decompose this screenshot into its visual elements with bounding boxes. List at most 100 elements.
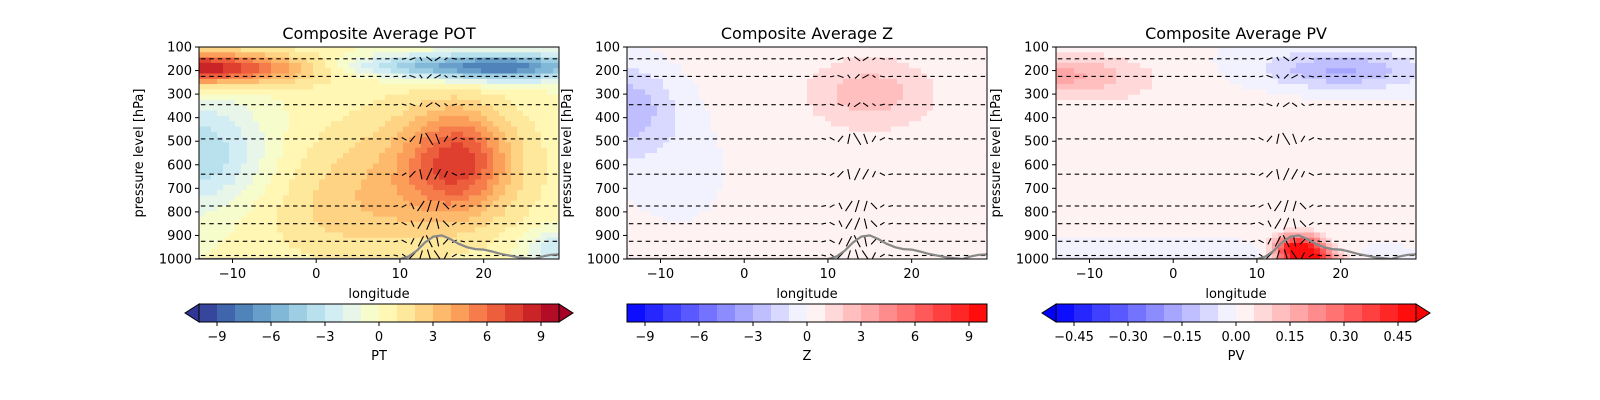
- heatmap-cell: [439, 221, 446, 228]
- heatmap-cell: [729, 100, 736, 106]
- heatmap-cell: [837, 84, 844, 90]
- heatmap-cell: [295, 184, 302, 191]
- heatmap-cell: [391, 206, 398, 212]
- heatmap-cell: [807, 115, 814, 122]
- wind-arrow: [409, 74, 416, 79]
- heatmap-cell: [247, 221, 254, 228]
- heatmap-cell: [879, 126, 886, 133]
- heatmap-cell: [645, 232, 652, 239]
- heatmap-cell: [771, 115, 778, 122]
- heatmap-cell: [897, 52, 904, 59]
- heatmap-cell: [433, 47, 440, 53]
- heatmap-cell: [415, 168, 422, 175]
- heatmap-cell: [789, 190, 796, 196]
- wind-arrow: [393, 240, 399, 243]
- heatmap-cell: [373, 105, 380, 112]
- heatmap-cell: [711, 68, 718, 75]
- heatmap-cell: [511, 110, 518, 117]
- heatmap-cell: [535, 89, 542, 96]
- heatmap-cell: [271, 232, 278, 239]
- heatmap-cell: [457, 84, 464, 90]
- heatmap-cell: [639, 68, 646, 75]
- heatmap-cell: [481, 200, 488, 207]
- heatmap-cell: [885, 232, 892, 239]
- heatmap-cell: [867, 206, 874, 212]
- heatmap-cell: [241, 115, 248, 122]
- heatmap-cell: [505, 100, 512, 106]
- heatmap-cell: [705, 253, 712, 259]
- heatmap-cell: [241, 105, 248, 112]
- heatmap-cell: [391, 232, 398, 239]
- heatmap-cell: [511, 68, 518, 75]
- heatmap-cell: [657, 115, 664, 122]
- heatmap-cell: [529, 184, 536, 191]
- heatmap-cell: [891, 227, 898, 234]
- heatmap-cell: [693, 216, 700, 223]
- heatmap-cell: [199, 248, 206, 255]
- heatmap-cell: [885, 52, 892, 59]
- heatmap-cell: [217, 105, 224, 112]
- heatmap-cell: [837, 158, 844, 165]
- heatmap-cell: [639, 253, 646, 259]
- heatmap-cell: [849, 137, 856, 143]
- heatmap-cell: [475, 84, 482, 90]
- heatmap-cell: [271, 100, 278, 106]
- heatmap-cell: [547, 100, 554, 106]
- heatmap-cell: [765, 243, 772, 249]
- heatmap-cell: [457, 153, 464, 159]
- heatmap-cell: [277, 47, 284, 53]
- heatmap-cell: [675, 47, 682, 53]
- heatmap-cell: [355, 84, 362, 90]
- heatmap-cell: [241, 89, 248, 96]
- heatmap-cell: [873, 137, 880, 143]
- heatmap-cell: [807, 73, 814, 80]
- heatmap-cell: [355, 179, 362, 186]
- heatmap-cell: [493, 153, 500, 159]
- heatmap-cell: [807, 190, 814, 196]
- heatmap-cell: [891, 216, 898, 223]
- heatmap-cell: [343, 248, 350, 255]
- heatmap-cell: [541, 84, 548, 90]
- heatmap-cell: [639, 200, 646, 207]
- heatmap-cell: [229, 195, 236, 202]
- heatmap-cell: [223, 52, 230, 59]
- heatmap-cell: [361, 89, 368, 96]
- wind-arrow: [401, 57, 407, 60]
- heatmap-cell: [439, 137, 446, 143]
- heatmap-cell: [765, 190, 772, 196]
- heatmap-cell: [487, 227, 494, 234]
- heatmap-cell: [777, 62, 784, 69]
- heatmap-cell: [373, 100, 380, 106]
- heatmap-cell: [205, 163, 212, 170]
- heatmap-cell: [397, 248, 404, 255]
- heatmap-cell: [915, 179, 922, 186]
- wind-arrow: [419, 102, 423, 107]
- heatmap-cell: [499, 115, 506, 122]
- heatmap-cell: [361, 147, 368, 154]
- heatmap-cell: [879, 131, 886, 138]
- colorbar-swatch: [433, 304, 452, 322]
- heatmap-cell: [265, 105, 272, 112]
- heatmap-cell: [651, 221, 658, 228]
- heatmap-cell: [813, 105, 820, 112]
- heatmap-cell: [205, 221, 212, 228]
- heatmap-cell: [645, 243, 652, 249]
- heatmap-cell: [331, 174, 338, 181]
- heatmap-cell: [463, 179, 470, 186]
- heatmap-cell: [657, 237, 664, 244]
- heatmap-cell: [825, 243, 832, 249]
- heatmap-cell: [337, 232, 344, 239]
- heatmap-cell: [891, 248, 898, 255]
- heatmap-cell: [909, 158, 916, 165]
- heatmap-cell: [283, 47, 290, 53]
- heatmap-cell: [669, 184, 676, 191]
- heatmap-cell: [849, 227, 856, 234]
- heatmap-cell: [729, 121, 736, 128]
- heatmap-cell: [939, 163, 946, 170]
- heatmap-cell: [379, 253, 386, 259]
- heatmap-cell: [903, 248, 910, 255]
- heatmap-cell: [933, 195, 940, 202]
- heatmap-cell: [939, 89, 946, 96]
- heatmap-cell: [217, 62, 224, 69]
- heatmap-cell: [361, 158, 368, 165]
